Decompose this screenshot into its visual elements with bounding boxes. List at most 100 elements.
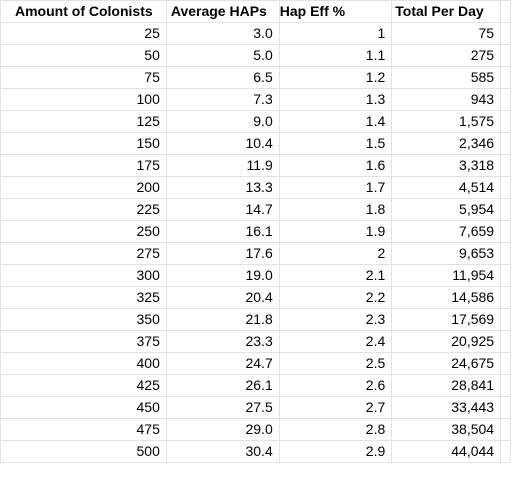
empty-cell[interactable] xyxy=(500,220,511,243)
average-haps-cell[interactable]: 19.0 xyxy=(165,264,280,287)
colonists-cell[interactable]: 325 xyxy=(0,286,167,309)
total-per-day-cell[interactable]: 14,586 xyxy=(391,286,502,309)
average-haps-cell[interactable]: 27.5 xyxy=(165,396,280,419)
total-per-day-cell[interactable]: 28,841 xyxy=(391,374,502,397)
hap-eff-cell[interactable]: 1.3 xyxy=(278,88,393,111)
total-per-day-cell[interactable]: 1,575 xyxy=(391,110,502,133)
empty-cell[interactable] xyxy=(500,308,511,331)
colonists-cell[interactable]: 50 xyxy=(0,44,167,67)
average-haps-cell[interactable]: 14.7 xyxy=(165,198,280,221)
hap-eff-cell[interactable]: 1.7 xyxy=(278,176,393,199)
empty-cell[interactable] xyxy=(500,264,511,287)
hap-eff-cell[interactable]: 2.2 xyxy=(278,286,393,309)
hap-eff-cell[interactable]: 1 xyxy=(278,22,393,45)
colonists-cell[interactable]: 300 xyxy=(0,264,167,287)
colonists-cell[interactable]: 150 xyxy=(0,132,167,155)
average-haps-cell[interactable]: 3.0 xyxy=(165,22,280,45)
colonists-cell[interactable]: 475 xyxy=(0,418,167,441)
total-per-day-cell[interactable]: 33,443 xyxy=(391,396,502,419)
hap-eff-cell[interactable]: 1.1 xyxy=(278,44,393,67)
empty-cell[interactable] xyxy=(500,132,511,155)
colonists-cell[interactable]: 400 xyxy=(0,352,167,375)
total-per-day-cell[interactable]: 4,514 xyxy=(391,176,502,199)
average-haps-cell[interactable]: 30.4 xyxy=(165,440,280,463)
empty-cell[interactable] xyxy=(500,110,511,133)
average-haps-cell[interactable]: 5.0 xyxy=(165,44,280,67)
total-per-day-cell[interactable]: 44,044 xyxy=(391,440,502,463)
header-cell-total-per-day[interactable]: Total Per Day xyxy=(391,0,502,23)
empty-cell[interactable] xyxy=(500,176,511,199)
total-per-day-cell[interactable]: 275 xyxy=(391,44,502,67)
hap-eff-cell[interactable]: 1.4 xyxy=(278,110,393,133)
total-per-day-cell[interactable]: 9,653 xyxy=(391,242,502,265)
hap-eff-cell[interactable]: 2.5 xyxy=(278,352,393,375)
empty-cell[interactable] xyxy=(500,154,511,177)
empty-cell[interactable] xyxy=(500,242,511,265)
hap-eff-cell[interactable]: 2.7 xyxy=(278,396,393,419)
empty-cell[interactable] xyxy=(500,418,511,441)
header-cell-average-haps[interactable]: Average HAPs xyxy=(165,0,280,23)
hap-eff-cell[interactable]: 2.6 xyxy=(278,374,393,397)
average-haps-cell[interactable]: 20.4 xyxy=(165,286,280,309)
colonists-cell[interactable]: 250 xyxy=(0,220,167,243)
hap-eff-cell[interactable]: 2.3 xyxy=(278,308,393,331)
average-haps-cell[interactable]: 23.3 xyxy=(165,330,280,353)
hap-eff-cell[interactable]: 2.9 xyxy=(278,440,393,463)
hap-eff-cell[interactable]: 1.6 xyxy=(278,154,393,177)
empty-cell[interactable] xyxy=(500,66,511,89)
colonists-cell[interactable]: 450 xyxy=(0,396,167,419)
empty-cell[interactable] xyxy=(500,22,511,45)
colonists-cell[interactable]: 500 xyxy=(0,440,167,463)
average-haps-cell[interactable]: 24.7 xyxy=(165,352,280,375)
hap-eff-cell[interactable]: 1.8 xyxy=(278,198,393,221)
colonists-cell[interactable]: 425 xyxy=(0,374,167,397)
colonists-cell[interactable]: 275 xyxy=(0,242,167,265)
colonists-cell[interactable]: 375 xyxy=(0,330,167,353)
total-per-day-cell[interactable]: 585 xyxy=(391,66,502,89)
total-per-day-cell[interactable]: 7,659 xyxy=(391,220,502,243)
total-per-day-cell[interactable]: 943 xyxy=(391,88,502,111)
empty-cell[interactable] xyxy=(500,352,511,375)
total-per-day-cell[interactable]: 2,346 xyxy=(391,132,502,155)
empty-cell[interactable] xyxy=(500,88,511,111)
average-haps-cell[interactable]: 9.0 xyxy=(165,110,280,133)
empty-cell[interactable] xyxy=(500,286,511,309)
average-haps-cell[interactable]: 11.9 xyxy=(165,154,280,177)
empty-cell[interactable] xyxy=(500,44,511,67)
header-cell-amount-of-colonists[interactable]: Amount of Colonists xyxy=(0,0,167,23)
total-per-day-cell[interactable]: 38,504 xyxy=(391,418,502,441)
total-per-day-cell[interactable]: 20,925 xyxy=(391,330,502,353)
total-per-day-cell[interactable]: 3,318 xyxy=(391,154,502,177)
header-cell-hap-eff[interactable]: Hap Eff % xyxy=(278,0,393,23)
colonists-cell[interactable]: 100 xyxy=(0,88,167,111)
average-haps-cell[interactable]: 7.3 xyxy=(165,88,280,111)
total-per-day-cell[interactable]: 17,569 xyxy=(391,308,502,331)
hap-eff-cell[interactable]: 2.8 xyxy=(278,418,393,441)
colonists-cell[interactable]: 350 xyxy=(0,308,167,331)
hap-eff-cell[interactable]: 1.5 xyxy=(278,132,393,155)
average-haps-cell[interactable]: 13.3 xyxy=(165,176,280,199)
empty-cell[interactable] xyxy=(500,374,511,397)
total-per-day-cell[interactable]: 11,954 xyxy=(391,264,502,287)
average-haps-cell[interactable]: 16.1 xyxy=(165,220,280,243)
average-haps-cell[interactable]: 21.8 xyxy=(165,308,280,331)
colonists-cell[interactable]: 75 xyxy=(0,66,167,89)
hap-eff-cell[interactable]: 1.2 xyxy=(278,66,393,89)
empty-cell[interactable] xyxy=(500,396,511,419)
empty-cell[interactable] xyxy=(500,198,511,221)
total-per-day-cell[interactable]: 75 xyxy=(391,22,502,45)
colonists-cell[interactable]: 200 xyxy=(0,176,167,199)
total-per-day-cell[interactable]: 5,954 xyxy=(391,198,502,221)
hap-eff-cell[interactable]: 2 xyxy=(278,242,393,265)
colonists-cell[interactable]: 25 xyxy=(0,22,167,45)
empty-cell[interactable] xyxy=(500,440,511,463)
average-haps-cell[interactable]: 10.4 xyxy=(165,132,280,155)
hap-eff-cell[interactable]: 1.9 xyxy=(278,220,393,243)
empty-cell[interactable] xyxy=(500,0,511,23)
empty-cell[interactable] xyxy=(500,330,511,353)
average-haps-cell[interactable]: 26.1 xyxy=(165,374,280,397)
hap-eff-cell[interactable]: 2.1 xyxy=(278,264,393,287)
average-haps-cell[interactable]: 6.5 xyxy=(165,66,280,89)
average-haps-cell[interactable]: 17.6 xyxy=(165,242,280,265)
hap-eff-cell[interactable]: 2.4 xyxy=(278,330,393,353)
